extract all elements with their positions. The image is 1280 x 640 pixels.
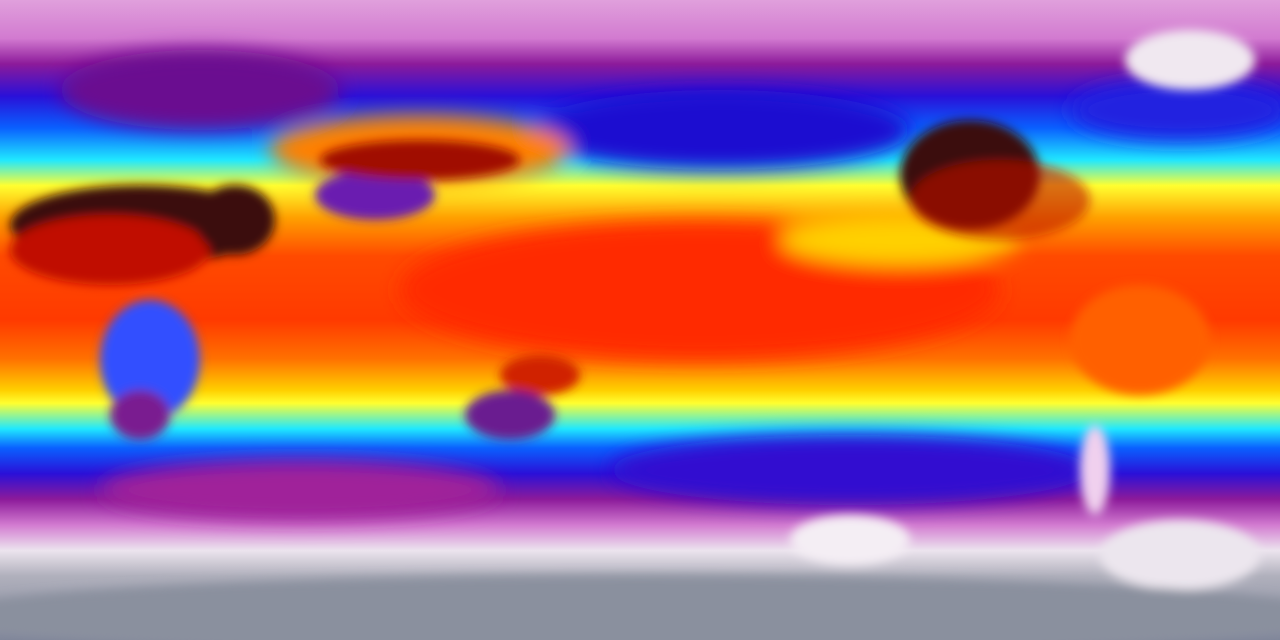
tibet-plateau <box>315 170 435 220</box>
south-ocean-blue-east <box>610 435 1090 505</box>
south-ocean-magenta <box>100 460 500 520</box>
south-africa-tip <box>110 390 170 440</box>
siberia-purple <box>60 50 340 130</box>
pacific-north-cold <box>530 90 910 170</box>
central-asia-hot <box>320 140 520 180</box>
south-america <box>1070 285 1210 395</box>
north-atlantic-cold <box>1070 80 1280 140</box>
southern-africa <box>100 300 200 420</box>
patagonia <box>1080 425 1110 515</box>
north-america-red <box>910 160 1090 240</box>
arabia-hot <box>195 185 275 255</box>
africa-west-red <box>10 215 210 285</box>
greenland-ice <box>1125 30 1255 90</box>
antarctica-east-white <box>1100 520 1260 590</box>
southern-ocean-purple <box>465 390 555 440</box>
antarctica-ice-shelf <box>790 515 910 565</box>
australia <box>500 355 580 395</box>
antarctica-gray <box>0 575 1280 640</box>
